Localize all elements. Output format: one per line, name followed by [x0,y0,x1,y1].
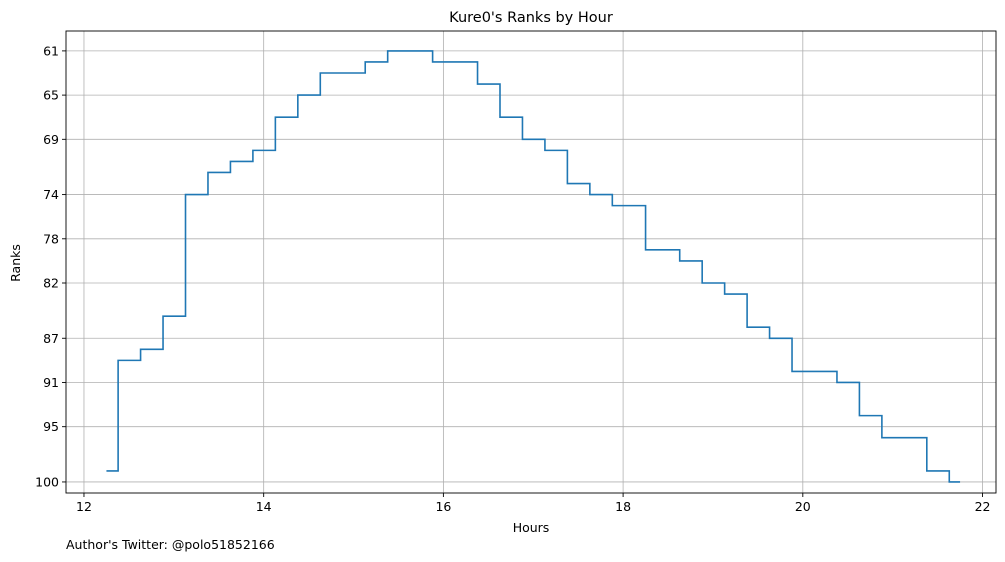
x-tick-label: 20 [795,499,811,514]
y-tick-label: 69 [43,132,59,147]
y-tick-label: 74 [43,187,59,202]
y-axis-label: Ranks [8,244,23,282]
y-tick-label: 65 [43,88,59,103]
grid [66,31,996,493]
series-layer [106,50,961,483]
x-tick-label: 18 [615,499,631,514]
rank-step-line [106,50,961,483]
author-credit: Author's Twitter: @polo51852166 [66,537,275,552]
y-tick-label: 87 [43,331,59,346]
x-axis-label: Hours [513,520,550,535]
y-tick-label: 61 [43,43,59,58]
x-tick-label: 14 [256,499,272,514]
x-tick-label: 12 [76,499,92,514]
x-tick-label: 16 [435,499,451,514]
y-tick-label: 78 [43,231,59,246]
y-tick-label: 91 [43,375,59,390]
chart-title: Kure0's Ranks by Hour [449,10,613,26]
y-tick-label: 82 [43,276,59,291]
y-tick-label: 95 [43,419,59,434]
axes: 12 14 16 18 20 22 61 65 69 74 78 82 87 91 95 100 [35,30,997,514]
y-tick-label: 100 [35,474,59,489]
plot-frame [65,30,997,494]
x-tick-label: 22 [975,499,991,514]
